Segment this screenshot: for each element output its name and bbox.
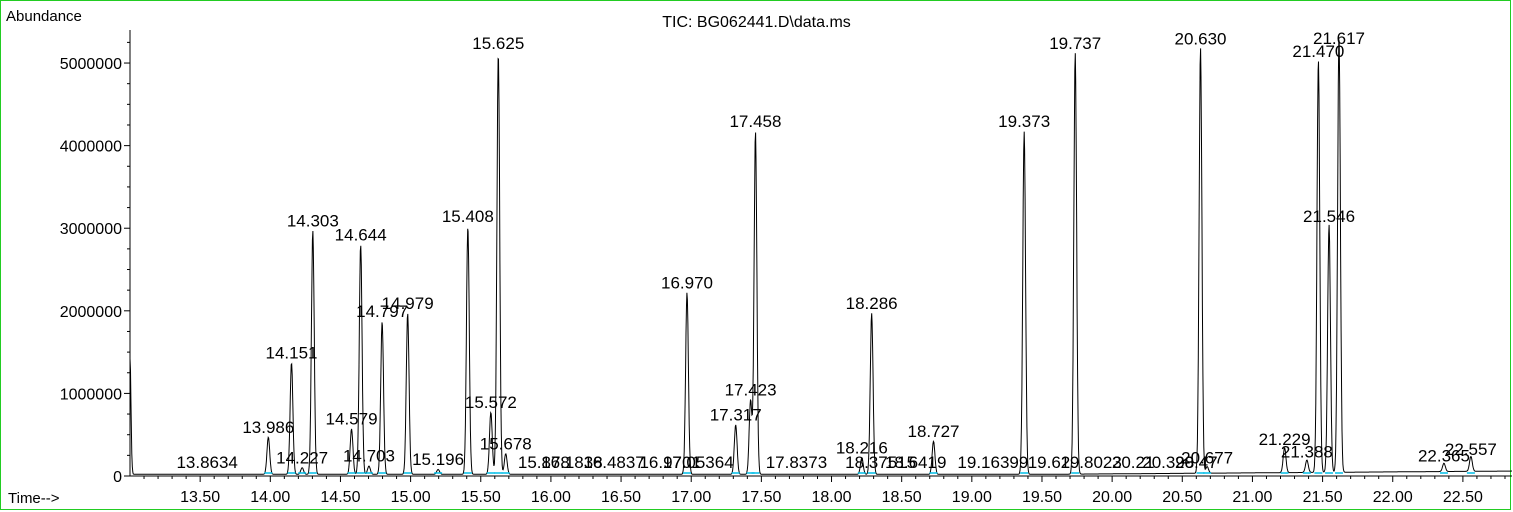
chart-title: TIC: BG062441.D\data.ms <box>662 14 851 31</box>
baseline-peak-label: 13.8634 <box>176 453 237 472</box>
peak-label: 13.986 <box>242 418 294 437</box>
x-tick-label: 22.50 <box>1443 489 1483 506</box>
x-tick-label: 17.00 <box>671 489 711 506</box>
baseline-peak-label: 18.37515 <box>845 453 916 472</box>
baseline-peak-label: 20.21 <box>1112 453 1155 472</box>
x-tick-label: 16.00 <box>531 489 571 506</box>
peak-label: 20.677 <box>1181 448 1233 467</box>
baseline-peak-label: 16.9701 <box>639 453 700 472</box>
y-tick-label: 2000000 <box>60 304 122 321</box>
x-tick-label: 22.00 <box>1373 489 1413 506</box>
peak-label: 17.423 <box>725 381 777 400</box>
peak-label: 18.286 <box>846 294 898 313</box>
peak-label: 18.216 <box>836 438 888 457</box>
peak-label: 21.229 <box>1259 430 1311 449</box>
baseline-peak-label: 19.8023 <box>1060 453 1121 472</box>
peak-label: 15.408 <box>442 207 494 226</box>
y-tick-label: 5000000 <box>60 56 122 73</box>
baseline-peak-label: 19.16399 <box>957 453 1028 472</box>
y-tick-label: 1000000 <box>60 386 122 403</box>
peak-label: 14.303 <box>287 211 339 230</box>
x-tick-label: 18.00 <box>811 489 851 506</box>
peak-label: 16.970 <box>661 273 713 292</box>
x-tick-label: 15.00 <box>391 489 431 506</box>
ticks-group: 0 1000000 2000000 3000000 4000000 5000000 13.5… <box>60 41 1506 506</box>
peak-label: 15.196 <box>412 450 464 469</box>
x-tick-label: 16.50 <box>601 489 641 506</box>
x-tick-label: 20.00 <box>1092 489 1132 506</box>
baseline-labels-group: 13.8634 15.87816.183816.483716.970117.053… <box>176 453 1217 472</box>
peak-label: 22.365 <box>1418 447 1470 466</box>
baseline-peak-label: 20.47 <box>1175 453 1218 472</box>
peak-label: 14.579 <box>326 410 378 429</box>
tic-trace <box>129 39 1512 475</box>
baseline-peak-label: 15.878 <box>518 453 570 472</box>
y-tick-label: 4000000 <box>60 139 122 156</box>
x-axis-title: Time--> <box>8 490 60 507</box>
y-tick-label: 3000000 <box>60 221 122 238</box>
peak-label: 18.727 <box>908 422 960 441</box>
x-tick-label: 14.00 <box>250 489 290 506</box>
peak-label: 17.317 <box>710 405 762 424</box>
baseline-peak-label: 18.6419 <box>885 453 946 472</box>
peak-label: 14.151 <box>265 344 317 363</box>
baseline-peak-label: 16.1838 <box>541 453 602 472</box>
x-tick-label: 20.50 <box>1162 489 1202 506</box>
peak-label: 21.388 <box>1281 443 1333 462</box>
x-tick-label: 21.00 <box>1232 489 1272 506</box>
baseline-peak-label: 17.05364 <box>663 453 734 472</box>
baseline-peak-label: 17.8373 <box>766 453 827 472</box>
x-tick-label: 14.50 <box>320 489 360 506</box>
peak-label: 14.979 <box>382 294 434 313</box>
peak-label: 22.557 <box>1445 440 1497 459</box>
peak-label: 14.703 <box>343 447 395 466</box>
x-tick-label: 17.50 <box>741 489 781 506</box>
peak-labels-group: 13.986 14.151 14.227 14.303 14.579 14.644 14.7… <box>242 29 1497 469</box>
peak-label: 15.625 <box>472 34 524 53</box>
peak-label: 21.470 <box>1292 42 1344 61</box>
x-tick-label: 21.50 <box>1303 489 1343 506</box>
peak-label: 15.678 <box>480 434 532 453</box>
peak-label: 21.617 <box>1313 29 1365 48</box>
x-tick-label: 18.50 <box>882 489 922 506</box>
x-tick-label: 19.00 <box>952 489 992 506</box>
peak-label: 15.572 <box>465 393 517 412</box>
peak-label: 19.737 <box>1049 34 1101 53</box>
y-tick-label: 0 <box>113 469 122 486</box>
peak-label: 14.644 <box>335 225 387 244</box>
peak-label: 17.458 <box>729 112 781 131</box>
x-tick-label: 15.50 <box>461 489 501 506</box>
peak-label: 19.373 <box>998 112 1050 131</box>
x-tick-label: 13.50 <box>180 489 220 506</box>
baseline-peak-label: 16.4837 <box>583 453 644 472</box>
x-tick-label: 19.50 <box>1022 489 1062 506</box>
baseline-peak-label: 19.62 <box>1028 453 1071 472</box>
peak-label: 21.546 <box>1303 207 1355 226</box>
baseline-peak-label: 20.398 <box>1142 453 1194 472</box>
y-axis-title: Abundance <box>6 8 82 25</box>
peak-label: 14.227 <box>276 448 328 467</box>
peak-label: 20.630 <box>1175 30 1227 49</box>
peak-label: 14.797 <box>356 302 408 321</box>
